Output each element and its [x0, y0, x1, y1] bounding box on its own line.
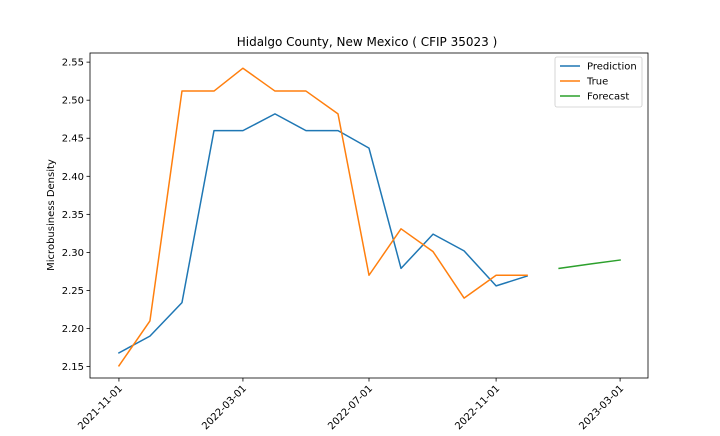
- legend-label-forecast: Forecast: [587, 92, 629, 103]
- series-line-true: [117, 67, 528, 367]
- y-tick-label: 2.35: [62, 210, 84, 221]
- legend: Prediction True Forecast: [554, 56, 643, 108]
- y-tick-label: 2.20: [62, 324, 84, 335]
- legend-box: [554, 56, 643, 108]
- y-tick-label: 2.15: [62, 362, 84, 373]
- y-axis-label: Microbusiness Density: [46, 159, 57, 271]
- legend-label-true: True: [586, 77, 608, 88]
- y-tick-label: 2.25: [62, 286, 84, 297]
- y-tick-label: 2.50: [62, 96, 84, 107]
- y-tick-label: 2.40: [62, 172, 84, 183]
- y-tick-label: 2.30: [62, 248, 84, 259]
- chart-title: Hidalgo County, New Mexico ( CFIP 35023 …: [237, 35, 498, 49]
- y-tick-label: 2.55: [62, 58, 84, 69]
- legend-label-prediction: Prediction: [587, 62, 637, 73]
- series-line-forecast: [558, 259, 621, 270]
- y-tick-label: 2.45: [62, 134, 84, 145]
- series-line-prediction: [117, 113, 529, 354]
